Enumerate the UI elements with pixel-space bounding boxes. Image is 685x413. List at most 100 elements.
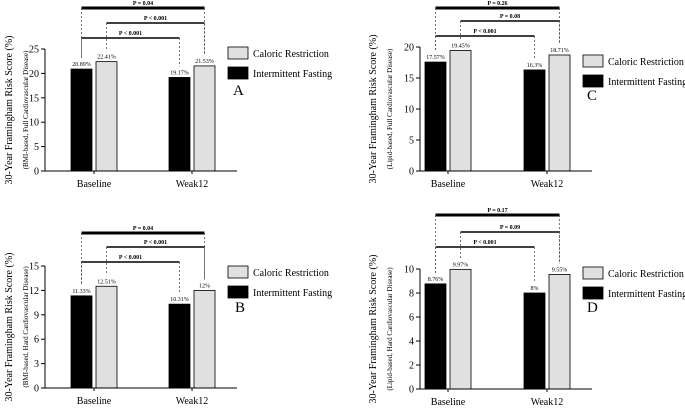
chart-panel-a: 0 5 10 15 20 25 30-Year Framingham Risk Score … — [4, 1, 332, 190]
panel-letter: D — [587, 300, 598, 316]
y-tick-label: 20 — [404, 43, 414, 54]
bar-intermittent-fasting — [70, 68, 93, 172]
y-axis-title: 30-Year Framingham Risk Score (%) — [368, 255, 379, 404]
y-axis-title: 30-Year Framingham Risk Score (%) — [4, 253, 15, 402]
legend-label: Intermittent Fasting — [253, 288, 332, 299]
data-label: 18.71% — [550, 48, 569, 54]
legend-label: Caloric Restriction — [253, 49, 329, 60]
bar-intermittent-fasting — [70, 295, 93, 389]
legend-swatch — [227, 66, 249, 80]
legend-label: Caloric Restriction — [253, 268, 329, 279]
data-label: 22.41% — [97, 55, 116, 61]
x-tick-label: Weak12 — [176, 396, 209, 407]
bar-intermittent-fasting — [168, 303, 191, 389]
y-axis-title: 30-Year Framingham Risk Score (%) — [368, 35, 379, 184]
legend-swatch — [582, 286, 604, 300]
y-tick-label: 10 — [404, 105, 414, 116]
legend-swatch — [227, 265, 249, 279]
bar-caloric-restriction — [193, 289, 216, 389]
x-tick-label: Weak12 — [531, 179, 564, 190]
y-axis-subtitle: (BMI-based, Hard Cardiovascular Disease) — [22, 266, 30, 388]
x-tick-label: Weak12 — [176, 179, 209, 190]
y-tick-label: 0 — [409, 385, 414, 396]
y-tick-label: 15 — [29, 262, 39, 273]
p-value-label: P < 0.001 — [473, 29, 496, 35]
x-tick-label: Weak12 — [531, 397, 564, 408]
y-tick-label: 0 — [409, 167, 414, 178]
bar-caloric-restriction — [548, 54, 571, 172]
legend-swatch — [227, 285, 249, 299]
legend-label: Caloric Restriction — [608, 57, 684, 68]
panel-letter: A — [233, 83, 244, 99]
bar-intermittent-fasting — [424, 61, 447, 172]
data-label: 9.55% — [552, 267, 568, 273]
y-tick-label: 15 — [29, 93, 39, 104]
y-axis-subtitle: (BMI-based, Full Cardiovascular Disease) — [22, 50, 30, 169]
p-value-label: P = 0.26 — [487, 1, 507, 7]
legend-swatch — [582, 266, 604, 280]
y-tick-label: 25 — [29, 45, 39, 56]
p-value-label: P < 0.001 — [119, 255, 142, 261]
p-value-label: P < 0.001 — [144, 240, 167, 246]
y-tick-label: 0 — [34, 167, 39, 178]
bar-caloric-restriction — [548, 273, 571, 390]
data-label: 21.53% — [195, 59, 214, 65]
data-label: 19.17% — [170, 70, 189, 76]
x-tick-label: Baseline — [77, 179, 112, 190]
bar-intermittent-fasting — [424, 283, 447, 390]
panel-letter: C — [587, 88, 597, 104]
panel-letter: B — [235, 300, 245, 316]
y-tick-label: 12 — [29, 286, 39, 297]
y-tick-label: 10 — [404, 265, 414, 276]
y-tick-label: 4 — [409, 337, 414, 348]
x-tick-label: Baseline — [77, 396, 112, 407]
y-tick-label: 2 — [409, 361, 414, 372]
y-tick-label: 10 — [29, 118, 39, 129]
bar-intermittent-fasting — [523, 69, 546, 172]
data-label: 8% — [531, 286, 539, 292]
chart-panel-c: 0 5 10 15 20 30-Year Framingham Risk Score (%… — [368, 1, 685, 190]
y-axis-title: 30-Year Framingham Risk Score (%) — [4, 36, 15, 185]
legend-label: Caloric Restriction — [608, 269, 684, 280]
chart-panel-d: 0 2 4 6 8 10 30-Year Framingham Risk Score (%)… — [368, 208, 685, 408]
data-label: 17.57% — [426, 55, 445, 61]
data-label: 9.97% — [453, 262, 469, 268]
p-value-label: P < 0.001 — [119, 31, 142, 37]
p-value-label: P = 0.17 — [487, 208, 507, 214]
p-value-label: P = 0.09 — [500, 225, 520, 231]
y-tick-label: 15 — [404, 74, 414, 85]
data-label: 12.51% — [97, 279, 116, 285]
y-tick-label: 9 — [34, 310, 39, 321]
p-value-label: P = 0.08 — [500, 14, 520, 20]
y-tick-label: 20 — [29, 69, 39, 80]
bar-caloric-restriction — [449, 50, 472, 172]
y-tick-label: 6 — [34, 335, 39, 346]
p-value-label: P = 0.04 — [133, 226, 153, 232]
bar-caloric-restriction — [95, 61, 118, 172]
data-label: 20.89% — [72, 62, 91, 68]
p-value-label: P < 0.001 — [473, 240, 496, 246]
legend-swatch — [582, 54, 604, 68]
bar-caloric-restriction — [193, 65, 216, 172]
data-label: 8.76% — [428, 277, 444, 283]
data-label: 11.33% — [72, 289, 90, 295]
y-axis-subtitle: (Lipid-based, Hard Cardiovascular Diseas… — [386, 267, 394, 391]
y-tick-label: 8 — [409, 289, 414, 300]
y-tick-label: 3 — [34, 359, 39, 370]
data-label: 16.3% — [527, 63, 543, 69]
bar-caloric-restriction — [95, 285, 118, 389]
p-value-label: P < 0.001 — [144, 16, 167, 22]
data-label: 12% — [199, 283, 210, 289]
legend-label: Intermittent Fasting — [608, 77, 685, 88]
data-label: 19.45% — [451, 43, 470, 49]
y-tick-label: 6 — [409, 313, 414, 324]
x-tick-label: Baseline — [431, 179, 466, 190]
y-tick-label: 0 — [34, 384, 39, 395]
bar-caloric-restriction — [449, 268, 472, 390]
bar-intermittent-fasting — [168, 77, 191, 172]
y-tick-label: 5 — [34, 142, 39, 153]
legend-swatch — [582, 74, 604, 88]
legend-swatch — [227, 46, 249, 60]
p-value-label: P = 0.04 — [133, 1, 153, 7]
